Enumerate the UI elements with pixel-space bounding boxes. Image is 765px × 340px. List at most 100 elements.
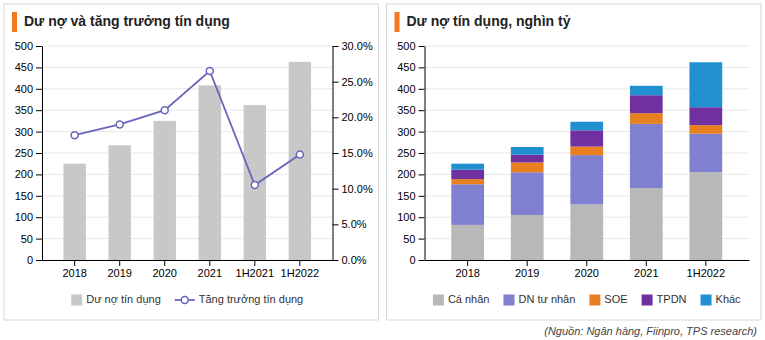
- tick: 0: [409, 254, 424, 266]
- legend: Cá nhânDN tư nhânSOETPDNKhác: [433, 293, 741, 306]
- annotation: (Nguồn: Ngân hàng, Fiinpro, TPS research…: [544, 325, 757, 337]
- tick-label: 250: [15, 147, 33, 159]
- bar: [154, 121, 176, 260]
- tick-mark: [419, 89, 425, 90]
- legend-label: SOE: [604, 293, 627, 305]
- tick-mark: [419, 132, 425, 133]
- bar: [199, 85, 221, 260]
- tick-mark: [74, 260, 75, 266]
- tick: 250: [397, 147, 424, 159]
- tick: 1H2021: [236, 260, 275, 279]
- tick-label: 200: [397, 168, 415, 180]
- tick-mark: [419, 196, 425, 197]
- tick-mark: [333, 117, 339, 118]
- tick-mark: [36, 132, 42, 133]
- x-axis: 20182019202020211H20211H2022: [43, 260, 334, 279]
- legend-label: Khác: [716, 293, 742, 305]
- legend-item: TPDN: [642, 293, 687, 306]
- y-axis: 050100150200250300350400450500: [397, 40, 425, 266]
- tick-mark: [419, 67, 425, 68]
- tick: 50: [21, 233, 42, 245]
- tick-mark: [36, 46, 42, 47]
- bar-segment: [630, 95, 663, 113]
- tick: 500: [15, 40, 42, 52]
- line-marker: [251, 182, 258, 189]
- tick-mark: [209, 260, 210, 266]
- bar: [63, 164, 85, 260]
- tick-label: 0: [409, 254, 415, 266]
- tick-label: 2019: [107, 267, 131, 279]
- bar-segment: [451, 164, 484, 170]
- tick-label: 25.0%: [342, 76, 373, 88]
- tick: 2021: [634, 260, 658, 279]
- y-axis-line: [42, 47, 43, 261]
- legend: Dư nợ tín dụngTăng trưởng tín dụng: [71, 293, 303, 306]
- tick: 350: [397, 104, 424, 116]
- tick-mark: [419, 174, 425, 175]
- bar-segment: [689, 134, 722, 173]
- tick-label: 1H2022: [687, 267, 726, 279]
- tick-label: 2021: [634, 267, 658, 279]
- tick-label: 200: [15, 168, 33, 180]
- bar-segment: [451, 225, 484, 260]
- tick-mark: [36, 196, 42, 197]
- title-accent: [395, 12, 400, 32]
- tick-mark: [419, 153, 425, 154]
- tick-label: 2019: [515, 267, 539, 279]
- tick: 2020: [152, 260, 176, 279]
- tick-label: 300: [15, 126, 33, 138]
- tick: 300: [397, 126, 424, 138]
- chart-title: Dư nợ và tăng trưởng tín dụng: [24, 13, 230, 29]
- tick-label: 5.0%: [342, 218, 367, 230]
- tick-mark: [36, 260, 42, 261]
- tick-mark: [419, 217, 425, 218]
- tick-mark: [333, 82, 339, 83]
- bar-segment: [689, 172, 722, 260]
- title-accent: [12, 12, 17, 32]
- tick: 300: [15, 126, 42, 138]
- tick: 400: [397, 83, 424, 95]
- tick: 2018: [62, 260, 86, 279]
- tick-label: 30.0%: [342, 40, 373, 52]
- bar-segment: [630, 86, 663, 95]
- tick-label: 2018: [62, 267, 86, 279]
- line-marker: [71, 132, 78, 139]
- x-axis-line: [43, 260, 334, 261]
- tick: 2019: [515, 260, 539, 279]
- tick: 450: [397, 61, 424, 73]
- tick: 400: [15, 83, 42, 95]
- tick: 50: [403, 233, 424, 245]
- tick: 0: [27, 254, 42, 266]
- tick-mark: [419, 46, 425, 47]
- tick: 350: [15, 104, 42, 116]
- legend-item: Dư nợ tín dụng: [71, 293, 161, 306]
- plot-area: [451, 62, 722, 260]
- panel-border: [387, 4, 762, 320]
- tick: 250: [15, 147, 42, 159]
- tick-label: 350: [397, 104, 415, 116]
- tick-label: 0: [27, 254, 33, 266]
- tick: 100: [15, 211, 42, 223]
- tick-mark: [36, 89, 42, 90]
- bar-segment: [570, 147, 603, 156]
- chart-title: Dư nợ tín dụng, nghìn tỷ: [407, 13, 571, 29]
- tick-mark: [527, 260, 528, 266]
- tick-mark: [333, 189, 339, 190]
- bar-segment: [511, 172, 544, 215]
- tick-mark: [419, 239, 425, 240]
- grid-line: [425, 46, 750, 47]
- bar-segment: [689, 62, 722, 107]
- line-marker: [296, 151, 303, 158]
- legend-swatch: [181, 297, 188, 304]
- tick: 1H2022: [687, 260, 726, 279]
- tick: 450: [15, 61, 42, 73]
- tick: 2020: [575, 260, 599, 279]
- panel-border: [4, 4, 379, 320]
- bar-segment: [570, 204, 603, 260]
- tick-label: 350: [15, 104, 33, 116]
- bar-segment: [570, 122, 603, 131]
- tick-label: 20.0%: [342, 111, 373, 123]
- legend-swatch: [589, 295, 600, 306]
- y2-axis: 0.0%5.0%10.0%15.0%20.0%25.0%30.0%: [333, 40, 373, 266]
- tick: 100: [397, 211, 424, 223]
